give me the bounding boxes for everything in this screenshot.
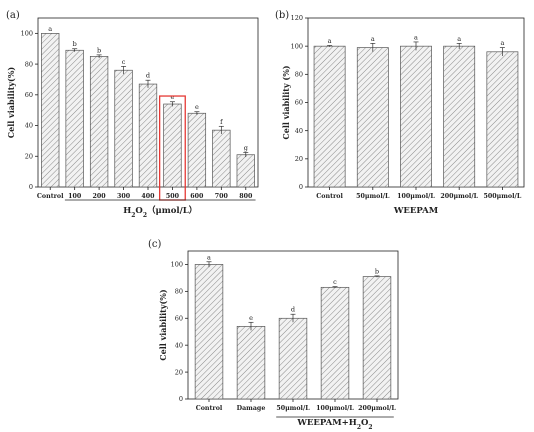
significance-label: d bbox=[291, 306, 295, 314]
chart-panel-2: (b) 0 20 40 60 80 100 120 Cell viability (%) a Con… bbox=[275, 10, 525, 216]
x-tick-label: 400 bbox=[141, 193, 155, 200]
y-tick-label: 0 bbox=[299, 183, 303, 191]
x-tick-label: 50μmol/L bbox=[356, 193, 390, 200]
x-tick-label: Control bbox=[37, 193, 64, 200]
x-tick-label: 200 bbox=[93, 193, 107, 200]
y-tick-label: 40 bbox=[175, 341, 183, 349]
significance-label: c bbox=[333, 278, 337, 286]
y-tick-label: 60 bbox=[25, 91, 33, 99]
bar bbox=[194, 264, 224, 400]
significance-label: b bbox=[97, 46, 101, 54]
x-tick-label: 100μmol/L bbox=[397, 193, 435, 200]
bar bbox=[486, 51, 519, 188]
y-tick-label: 60 bbox=[295, 99, 303, 107]
y-tick-label: 40 bbox=[295, 127, 303, 135]
y-tick-label: 80 bbox=[295, 71, 303, 79]
y-tick-label: 120 bbox=[291, 14, 303, 22]
bar bbox=[320, 286, 350, 400]
x-tick-label: 500μmol/L bbox=[484, 193, 522, 200]
significance-label: e bbox=[249, 314, 253, 322]
x-tick-label: 200μmol/L bbox=[358, 405, 396, 412]
panel-label: (a) bbox=[6, 10, 20, 21]
significance-label: a bbox=[457, 35, 461, 43]
y-tick-label: 80 bbox=[175, 288, 183, 296]
significance-label: a bbox=[207, 253, 211, 261]
x-tick-label: 50μmol/L bbox=[276, 405, 310, 412]
y-tick-label: 0 bbox=[179, 395, 183, 403]
bar bbox=[400, 45, 432, 188]
significance-label: e bbox=[195, 103, 199, 111]
x-tick-label: 600 bbox=[190, 193, 204, 200]
bar bbox=[212, 129, 231, 188]
panel-label: (b) bbox=[275, 10, 289, 21]
x-tick-label: Control bbox=[196, 405, 223, 412]
y-tick-label: 80 bbox=[25, 60, 33, 68]
x-tick-label: 700 bbox=[215, 193, 229, 200]
bar bbox=[236, 154, 255, 188]
bar bbox=[114, 69, 133, 188]
significance-label: d bbox=[146, 72, 150, 80]
y-tick-label: 40 bbox=[25, 122, 33, 130]
bar bbox=[362, 276, 392, 400]
x-tick-label: 300 bbox=[117, 193, 131, 200]
bar bbox=[187, 112, 207, 188]
significance-label: c bbox=[122, 58, 126, 66]
y-tick-label: 0 bbox=[29, 183, 33, 191]
significance-label: e bbox=[171, 93, 175, 101]
y-tick-label: 20 bbox=[175, 368, 183, 376]
bar bbox=[313, 45, 346, 188]
y-axis-label: Cell viability (%) bbox=[281, 65, 291, 139]
x-tick-label: Control bbox=[316, 193, 343, 200]
y-axis-label: Cell viability(%) bbox=[6, 67, 16, 139]
bar bbox=[443, 45, 476, 188]
significance-label: f bbox=[220, 118, 223, 126]
y-tick-label: 100 bbox=[21, 30, 33, 38]
panel-label: (c) bbox=[148, 239, 162, 250]
x-axis-label: WEEPAM+H2O2 bbox=[296, 418, 372, 431]
bar bbox=[89, 56, 109, 188]
x-tick-label: 200μmol/L bbox=[440, 193, 478, 200]
x-tick-label: 100 bbox=[68, 193, 82, 200]
x-axis-label: WEEPAM bbox=[393, 206, 439, 216]
chart-panel-3: (c) 0 20 40 60 80 100 Cell viability(%) a Control… bbox=[148, 239, 399, 431]
x-tick-label: Damage bbox=[237, 405, 266, 412]
bar bbox=[138, 83, 158, 188]
bar bbox=[163, 103, 182, 188]
significance-label: a bbox=[48, 25, 52, 33]
significance-label: a bbox=[414, 33, 418, 41]
y-axis-label: Cell viability(%) bbox=[158, 289, 168, 361]
chart-panel-1: (a) 0 20 40 60 80 100 Cell viability(%) a Control… bbox=[6, 10, 259, 219]
x-tick-label: 100μmol/L bbox=[316, 405, 354, 412]
significance-label: b bbox=[375, 267, 379, 275]
bar bbox=[278, 317, 308, 400]
significance-label: g bbox=[244, 144, 248, 152]
bar bbox=[356, 47, 389, 188]
bar bbox=[41, 33, 60, 188]
significance-label: b bbox=[73, 40, 77, 48]
y-tick-label: 100 bbox=[171, 261, 183, 269]
bar bbox=[65, 49, 84, 188]
y-tick-label: 20 bbox=[25, 152, 33, 160]
x-tick-label: 500 bbox=[166, 193, 180, 200]
significance-label: a bbox=[328, 37, 332, 45]
y-tick-label: 60 bbox=[175, 314, 183, 322]
y-tick-label: 20 bbox=[295, 155, 303, 163]
significance-label: a bbox=[500, 39, 504, 47]
significance-label: a bbox=[371, 35, 375, 43]
y-tick-label: 100 bbox=[291, 42, 303, 50]
x-tick-label: 800 bbox=[239, 193, 253, 200]
bar bbox=[236, 325, 266, 400]
x-axis-label: H2O2（μmol/L） bbox=[123, 205, 197, 219]
